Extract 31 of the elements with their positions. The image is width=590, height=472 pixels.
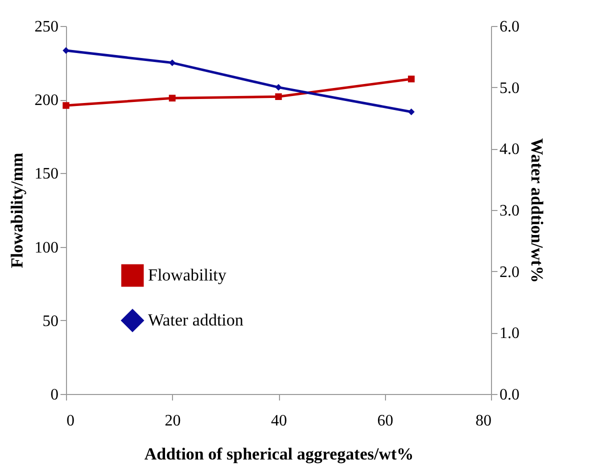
- x-tick-label: 80: [476, 412, 492, 430]
- y2-tick-label: 3.0: [500, 202, 520, 220]
- x-axis-title: Addtion of spherical aggregates/wt%: [144, 444, 414, 464]
- y-tick-label: 200: [34, 92, 58, 110]
- y-tick-label: 0: [50, 386, 58, 404]
- point: [275, 93, 282, 100]
- y2-tick-label: 4.0: [500, 141, 520, 158]
- y2-tick-label: 6.0: [500, 18, 520, 36]
- y-tick-label: 250: [34, 18, 58, 36]
- x-tick-label: 60: [377, 412, 394, 430]
- point: [408, 76, 415, 82]
- y-tick-label: 50: [42, 312, 58, 330]
- point: [275, 84, 282, 91]
- y2-tick-label: 1.0: [500, 325, 520, 342]
- y2-tick-label: 0.0: [500, 386, 520, 404]
- legend-label: Flowability: [148, 266, 227, 284]
- x-tick-label: 0: [66, 412, 74, 430]
- y2-tick-label: 5.0: [500, 80, 520, 97]
- y2-axis-title: Water addtion/wt%: [528, 138, 546, 283]
- point: [62, 102, 70, 109]
- point: [168, 94, 176, 102]
- x-tick-label: 20: [164, 412, 181, 430]
- legend-label: Water addtion: [148, 310, 244, 330]
- y2-tick-label: 2.0: [500, 264, 520, 281]
- point: [168, 59, 176, 66]
- point: [408, 108, 415, 116]
- y-tick-label: 100: [34, 239, 58, 256]
- y-tick-label: 150: [34, 166, 58, 183]
- x-tick-label: 40: [271, 412, 287, 430]
- y-axis-title: Flowability/mm: [8, 152, 26, 268]
- point: [62, 47, 70, 54]
